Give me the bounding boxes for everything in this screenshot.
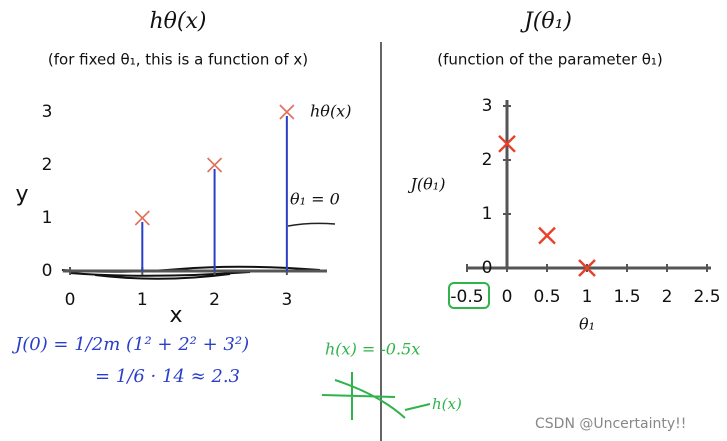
y-tick-label: 1 (42, 208, 53, 228)
y-tick-label: 3 (42, 102, 53, 122)
point (538, 226, 556, 245)
right-title: J(θ₁) (520, 9, 572, 34)
x-axis-label: x (169, 303, 182, 328)
x-tick-label: 0.5 (533, 287, 560, 307)
y-tick-label: 3 (482, 96, 493, 116)
green-sketch (321, 372, 431, 420)
hypothesis-label: hθ(x) (310, 102, 351, 121)
x-tick-label: 0 (502, 287, 513, 307)
point (578, 259, 596, 277)
point (134, 210, 150, 226)
y-axis-label: y (15, 182, 28, 207)
left-subtitle: (for fixed θ₁, this is a function of x) (48, 51, 308, 69)
x-tick-label: 1 (582, 287, 593, 307)
x-tick-label: 2 (209, 290, 220, 310)
point (279, 104, 295, 120)
x-tick-label: 3 (281, 290, 292, 310)
x-tick-label: 2.5 (693, 287, 720, 307)
right-x-label: θ₁ (579, 315, 595, 334)
left-title: hθ(x) (150, 9, 207, 34)
x-tick-label: -0.5 (450, 287, 483, 307)
x-tick-label: 2 (662, 287, 673, 307)
cost-note: J(0) = 1/2m (1² + 2² + 3²) (11, 334, 249, 355)
point (498, 134, 516, 153)
green-note: h(x) (432, 395, 462, 413)
watermark: CSDN @Uncertainty!! (535, 416, 686, 432)
hypothesis-scribble (61, 265, 321, 280)
y-tick-label: 0 (42, 261, 53, 281)
underline (287, 222, 336, 227)
circle-mark (448, 282, 490, 309)
y-tick-label: 0 (482, 258, 493, 278)
cost-note: = 1/6 · 14 ≈ 2.3 (95, 366, 240, 387)
green-note: h(x) = -0.5x (325, 340, 420, 359)
right-subtitle: (function of the parameter θ₁) (437, 51, 663, 69)
point (207, 157, 223, 173)
x-tick-label: 0 (65, 290, 76, 310)
right-y-label: J(θ₁) (408, 175, 446, 194)
x-tick-label: 1 (137, 290, 148, 310)
y-tick-label: 2 (482, 150, 493, 170)
theta-label: θ₁ = 0 (290, 190, 340, 209)
x-tick-label: 1.5 (613, 287, 640, 307)
y-tick-label: 2 (42, 155, 53, 175)
y-tick-label: 1 (482, 204, 493, 224)
